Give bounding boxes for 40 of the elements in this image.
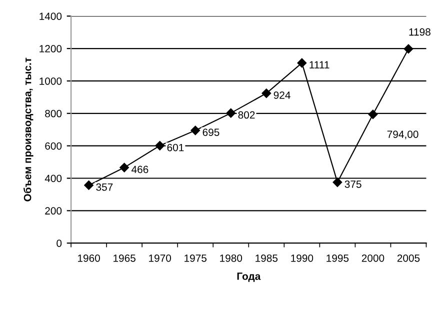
y-axis-title: Объем производства, тыс.т [23, 58, 34, 202]
point [120, 162, 129, 172]
data-label: 695 [202, 128, 220, 136]
x-tick-label: 1960 [78, 254, 100, 262]
point [297, 58, 307, 68]
x-tick-label: 1975 [184, 254, 207, 262]
x-tick-label: 1995 [326, 254, 349, 262]
data-label: 375 [344, 180, 362, 188]
data-label: 1111 [310, 61, 330, 68]
point [84, 180, 94, 190]
x-tick-label: 2005 [397, 254, 420, 262]
point [404, 44, 414, 54]
point [155, 141, 164, 150]
data-label: 794,00 [387, 130, 418, 140]
point [368, 110, 378, 119]
y-tick-label: 0 [56, 240, 62, 247]
data-label: 802 [238, 111, 255, 119]
point [262, 88, 272, 98]
y-tick-label: 400 [44, 174, 62, 182]
data-label: 357 [96, 183, 113, 191]
data-label: 466 [132, 166, 148, 174]
y-tick-label: 200 [45, 207, 62, 215]
point [190, 126, 200, 136]
y-tick-label: 600 [45, 142, 62, 150]
y-tick-label: 1200 [40, 45, 62, 52]
point [332, 178, 342, 187]
data-label: 924 [274, 91, 290, 99]
x-tick-label: 1980 [220, 254, 242, 262]
point [226, 108, 236, 118]
y-tick-label: 1000 [40, 77, 62, 85]
x-tick-label: 2000 [362, 254, 384, 262]
x-tick-label: 1990 [291, 254, 314, 262]
data-label: 601 [167, 144, 184, 152]
x-tick-label: 1970 [149, 254, 172, 262]
x-tick-label: 1985 [256, 254, 278, 262]
y-tick-label: 800 [45, 110, 62, 118]
x-tick-label: 1965 [114, 254, 136, 262]
x-axis-title: Года [237, 272, 261, 282]
data-label: 1198 [409, 28, 430, 36]
y-tick-label: 1400 [40, 12, 62, 20]
